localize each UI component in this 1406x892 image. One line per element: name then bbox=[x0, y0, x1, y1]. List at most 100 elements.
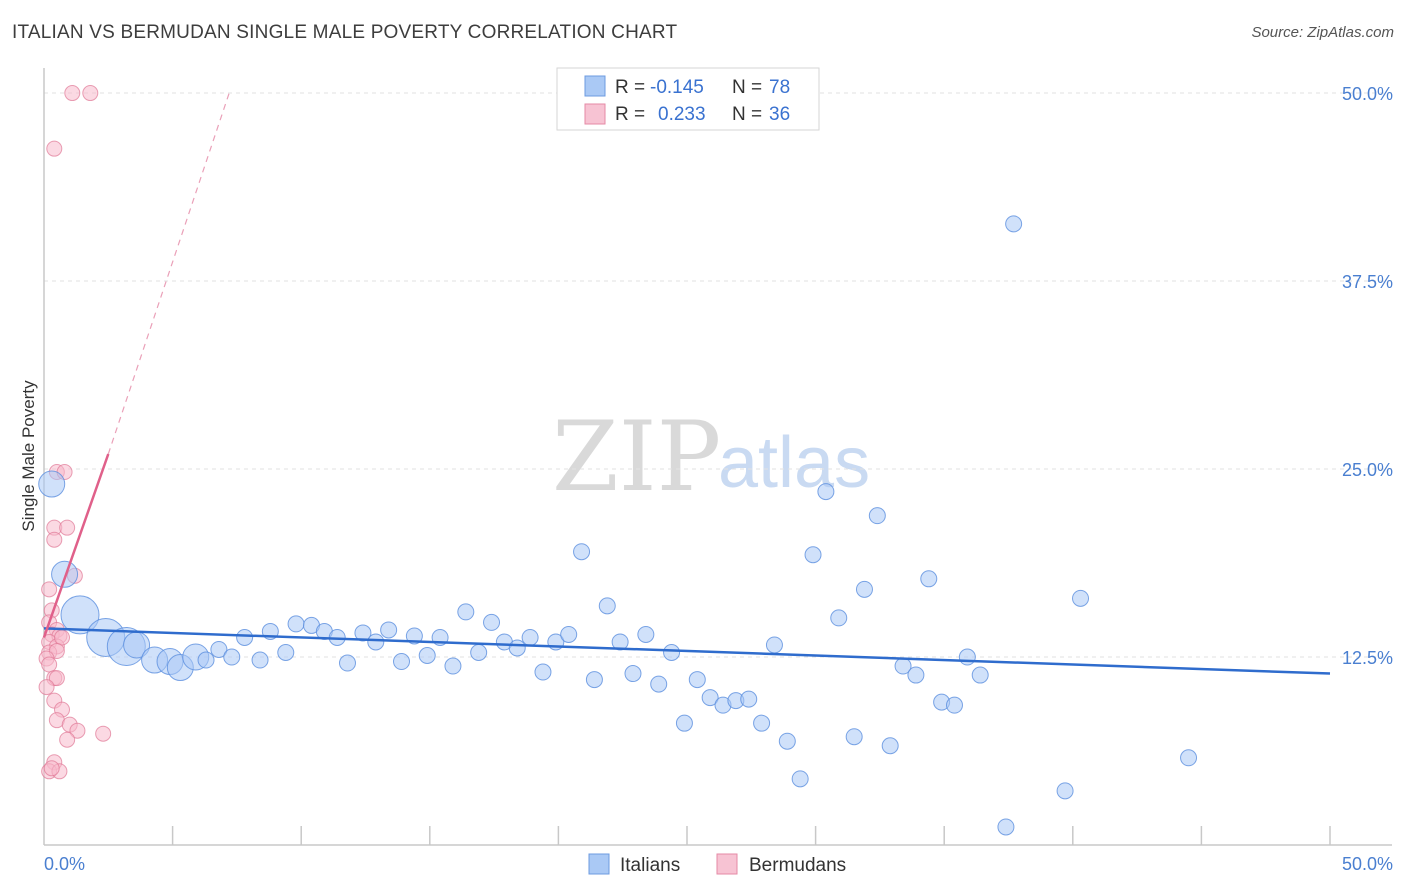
italians-point bbox=[804, 546, 822, 564]
chart-title: ITALIAN VS BERMUDAN SINGLE MALE POVERTY … bbox=[12, 22, 678, 43]
italians-point bbox=[971, 666, 989, 684]
italians-point bbox=[483, 613, 501, 631]
italians-point bbox=[958, 648, 976, 666]
bermudans-point bbox=[59, 519, 76, 536]
bottom-legend-swatch-italians bbox=[588, 853, 610, 875]
italians-point bbox=[38, 470, 66, 498]
legend-n-value: 36 bbox=[769, 104, 790, 125]
italians-point bbox=[210, 640, 228, 658]
bermudans-trend-line bbox=[42, 453, 110, 638]
italians-point bbox=[354, 624, 372, 642]
italians-point bbox=[868, 507, 886, 525]
italians-point bbox=[470, 643, 488, 661]
italians-point bbox=[560, 625, 578, 643]
bermudans-point bbox=[46, 531, 63, 548]
italians-point bbox=[444, 657, 462, 675]
italians-point bbox=[997, 818, 1015, 836]
italians-point bbox=[845, 728, 863, 746]
bermudans-point bbox=[59, 731, 76, 748]
watermark-atlas: atlas bbox=[718, 423, 870, 503]
watermark-zip: ZIP bbox=[552, 401, 721, 513]
italians-point bbox=[778, 732, 796, 750]
y-axis-label: Single Male Poverty bbox=[19, 380, 38, 532]
italians-point bbox=[197, 651, 215, 669]
y-tick-label: 25.0% bbox=[1342, 460, 1393, 480]
italians-point bbox=[277, 643, 295, 661]
italians-point bbox=[753, 714, 771, 732]
italians-point bbox=[611, 633, 629, 651]
y-tick-label: 37.5% bbox=[1342, 272, 1393, 292]
trend-lines bbox=[42, 92, 1331, 675]
italians-point bbox=[287, 615, 305, 633]
italians-point bbox=[675, 714, 693, 732]
bermudans-point bbox=[54, 629, 71, 646]
bermudans-point bbox=[41, 581, 58, 598]
bermudans-point bbox=[95, 725, 112, 742]
italians-point bbox=[367, 633, 385, 651]
italians-point bbox=[380, 621, 398, 639]
axes bbox=[43, 68, 1392, 846]
bermudans-point bbox=[69, 722, 86, 739]
bermudans-point bbox=[43, 760, 60, 777]
italians-point bbox=[534, 663, 552, 681]
bottom-legend: Italians Bermudans bbox=[588, 853, 846, 876]
legend-r-value: 0.233 bbox=[658, 104, 706, 125]
italians-point bbox=[405, 627, 423, 645]
italians-point bbox=[338, 654, 356, 672]
bottom-legend-italians: Italians bbox=[620, 855, 680, 876]
italians-point bbox=[663, 643, 681, 661]
italians-point bbox=[624, 665, 642, 683]
bermudans-point bbox=[82, 85, 99, 102]
italians-point bbox=[637, 625, 655, 643]
italians-point bbox=[585, 671, 603, 689]
source-label: Source: ZipAtlas.com bbox=[1251, 24, 1394, 41]
legend-n-value: 78 bbox=[769, 77, 790, 98]
legend-r-value: -0.145 bbox=[650, 77, 704, 98]
italians-point bbox=[1072, 589, 1090, 607]
italians-point bbox=[51, 560, 79, 588]
legend-n-label: N = bbox=[732, 77, 762, 98]
italians-trend-line bbox=[43, 627, 1331, 675]
italians-point bbox=[393, 653, 411, 671]
italians-point bbox=[508, 639, 526, 657]
italians-point bbox=[521, 628, 539, 646]
italians-point bbox=[907, 666, 925, 684]
y-tick-labels: 12.5% 25.0% 37.5% 50.0% bbox=[1342, 84, 1393, 668]
italians-point bbox=[598, 597, 616, 615]
bermudans-point bbox=[38, 679, 55, 696]
italians-point bbox=[855, 580, 873, 598]
italians-point bbox=[418, 647, 436, 665]
italians-point bbox=[236, 628, 254, 646]
italians-point bbox=[881, 737, 899, 755]
legend-r-label: R = bbox=[615, 77, 645, 98]
bermudans-trend-extension bbox=[107, 92, 230, 455]
bermudans-point bbox=[46, 140, 63, 157]
italians-point bbox=[650, 675, 668, 693]
bermudans-point bbox=[48, 670, 65, 687]
legend-box: R = -0.145 N = 78 R = 0.233 N = 36 bbox=[556, 67, 820, 131]
gridlines bbox=[44, 92, 1392, 658]
legend-r-label: R = bbox=[615, 104, 645, 125]
y-tick-label: 50.0% bbox=[1342, 84, 1393, 104]
italians-point bbox=[701, 689, 719, 707]
legend-swatch-bermudans bbox=[584, 103, 606, 125]
italians-point bbox=[740, 690, 758, 708]
y-tick-label: 12.5% bbox=[1342, 648, 1393, 668]
italians-point bbox=[765, 636, 783, 654]
legend-n-label: N = bbox=[732, 104, 762, 125]
x-ticks bbox=[171, 826, 1331, 845]
italians-point bbox=[1180, 749, 1198, 767]
italians-point bbox=[60, 595, 100, 635]
italians-points bbox=[38, 215, 1198, 836]
italians-point bbox=[1005, 215, 1023, 233]
italians-point bbox=[688, 671, 706, 689]
bermudans-point bbox=[41, 656, 58, 673]
x-tick-label-min: 0.0% bbox=[44, 854, 85, 874]
italians-point bbox=[251, 651, 269, 669]
italians-point bbox=[1056, 782, 1074, 800]
italians-point bbox=[945, 696, 963, 714]
italians-point bbox=[223, 648, 241, 666]
italians-point bbox=[830, 609, 848, 627]
x-tick-label-max: 50.0% bbox=[1342, 854, 1393, 874]
